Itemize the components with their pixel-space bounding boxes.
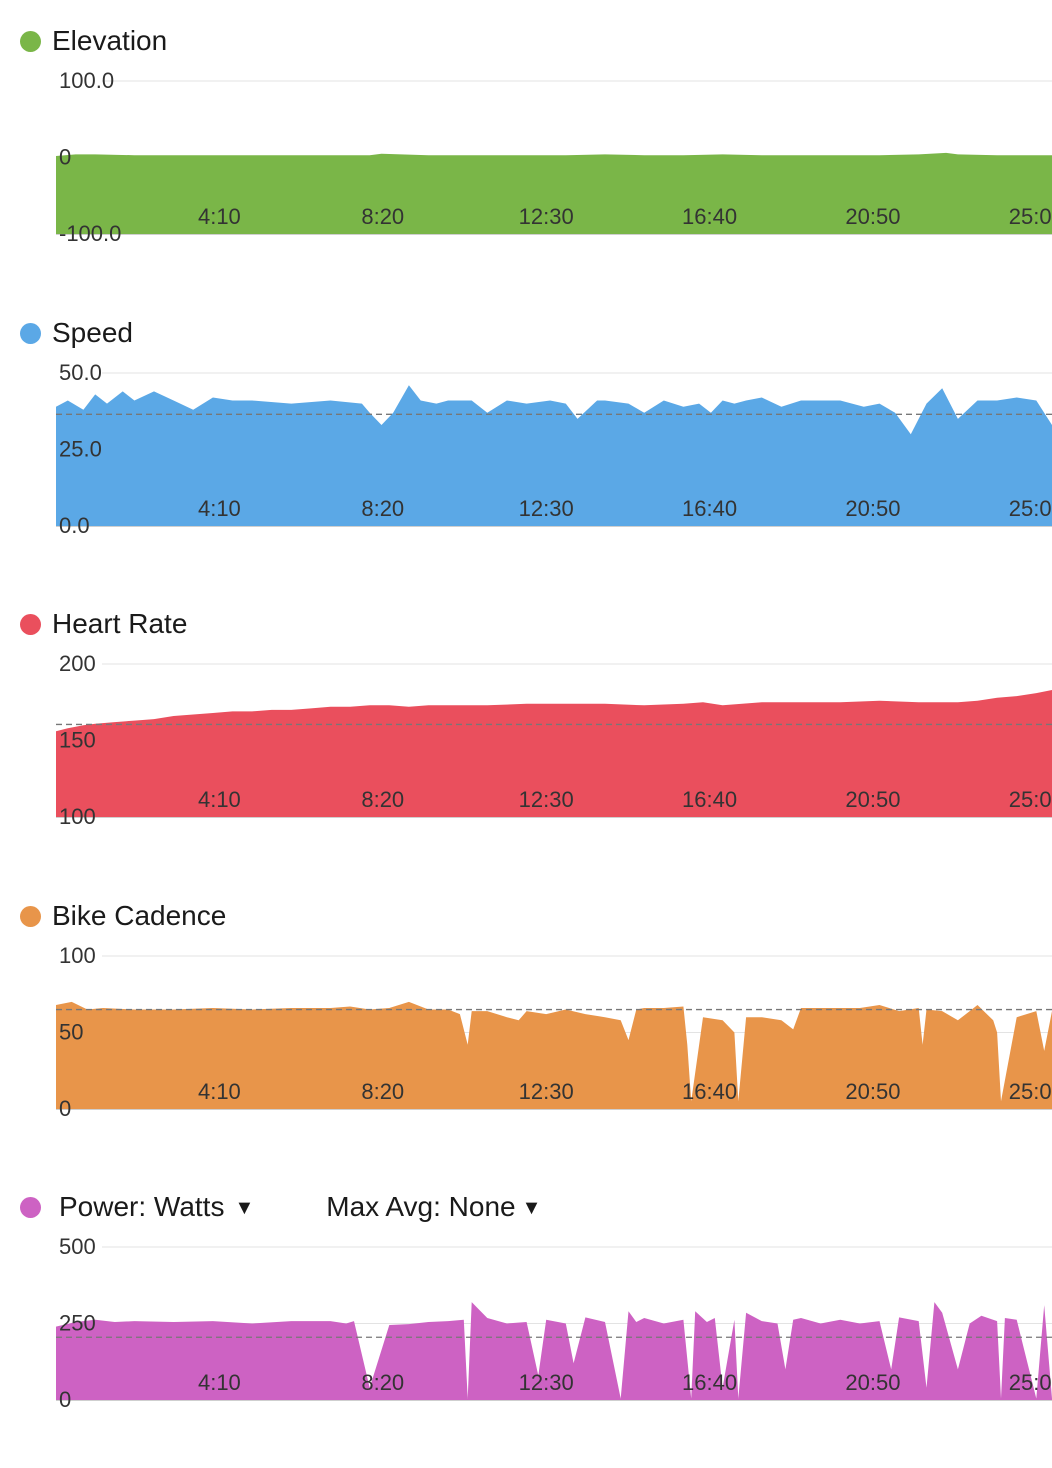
x-tick-label: 8:20: [361, 1079, 404, 1104]
speed-header: Speed: [20, 313, 133, 353]
bike-cadence-chart[interactable]: 100 50 0 4:10 8:20 12:30 16:40 20:50 25:00: [0, 937, 1052, 1117]
x-tick-label: 20:50: [845, 787, 900, 812]
bike-cadence-legend-dot: [20, 905, 41, 927]
y-tick-label: 25.0: [59, 437, 102, 462]
x-tick-label: 4:10: [198, 1079, 241, 1104]
y-tick-label: 0: [59, 145, 71, 170]
x-tick-label: 4:10: [198, 1370, 241, 1395]
y-tick-label: 150: [59, 728, 96, 753]
power-panel: Power: Watts ▼ Max Avg: None ▼: [0, 1187, 1052, 1417]
elevation-title: Elevation: [52, 25, 168, 56]
x-tick-label: 16:40: [682, 787, 737, 812]
x-tick-label: 12:30: [519, 1370, 574, 1395]
series-area: [56, 1001, 1052, 1109]
x-tick-label: 25:00: [1009, 787, 1052, 812]
heart-rate-legend-dot: [20, 613, 41, 635]
bike-cadence-header: Bike Cadence: [20, 896, 226, 936]
x-tick-label: 12:30: [519, 204, 574, 229]
x-tick-label: 8:20: [361, 204, 404, 229]
x-tick-label: 25:00: [1009, 496, 1052, 521]
power-metric-dropdown[interactable]: Power: Watts ▼: [59, 1191, 254, 1223]
x-tick-label: 12:30: [519, 496, 574, 521]
power-header: Power: Watts ▼ Max Avg: None ▼: [20, 1187, 541, 1227]
x-tick-label: 12:30: [519, 1079, 574, 1104]
heart-rate-header: Heart Rate: [20, 604, 187, 644]
y-tick-label: 100: [59, 943, 96, 968]
y-tick-label: 100.0: [59, 68, 114, 93]
y-tick-label: -100.0: [59, 221, 121, 242]
y-tick-label: 50: [59, 1020, 83, 1045]
speed-title: Speed: [52, 317, 133, 348]
elevation-header: Elevation: [20, 21, 167, 61]
y-tick-label: 100: [59, 804, 96, 825]
speed-legend-dot: [20, 322, 41, 344]
power-chart[interactable]: 500 250 0 4:10 8:20 12:30 16:40 20:50 25:00: [0, 1228, 1052, 1408]
y-tick-label: 0: [59, 1096, 71, 1117]
chevron-down-icon: ▼: [234, 1197, 255, 1219]
power-metric-label: Power: Watts: [59, 1191, 225, 1222]
elevation-chart[interactable]: 100.0 0 -100.0 4:10 8:20 12:30 16:40 20:50 25:00: [0, 62, 1052, 242]
elevation-legend-dot: [20, 30, 41, 52]
x-tick-label: 4:10: [198, 787, 241, 812]
heart-rate-title: Heart Rate: [52, 608, 188, 639]
x-tick-label: 25:00: [1009, 1079, 1052, 1104]
x-tick-label: 16:40: [682, 204, 737, 229]
x-tick-label: 25:00: [1009, 1370, 1052, 1395]
x-tick-label: 16:40: [682, 496, 737, 521]
x-tick-label: 20:50: [845, 1370, 900, 1395]
heart-rate-chart[interactable]: 200 150 100 4:10 8:20 12:30 16:40 20:50 25:00: [0, 645, 1052, 825]
x-tick-label: 8:20: [361, 496, 404, 521]
x-tick-label: 20:50: [845, 1079, 900, 1104]
y-tick-label: 0: [59, 1387, 71, 1408]
x-tick-label: 16:40: [682, 1370, 737, 1395]
speed-panel: Speed: [0, 313, 1052, 543]
x-tick-label: 16:40: [682, 1079, 737, 1104]
power-legend-dot: [20, 1196, 41, 1218]
elevation-panel: Elevation: [0, 21, 1052, 251]
x-tick-label: 8:20: [361, 787, 404, 812]
series-area: [56, 385, 1052, 526]
x-tick-label: 20:50: [845, 496, 900, 521]
y-tick-label: 200: [59, 651, 96, 676]
y-tick-label: 50.0: [59, 360, 102, 385]
x-tick-label: 8:20: [361, 1370, 404, 1395]
bike-cadence-panel: Bike Cadence: [0, 896, 1052, 1126]
chevron-down-icon: ▼: [521, 1197, 542, 1219]
x-tick-label: 4:10: [198, 204, 241, 229]
bike-cadence-title: Bike Cadence: [52, 900, 227, 931]
heart-rate-panel: Heart Rate: [0, 604, 1052, 834]
series-area: [56, 690, 1052, 817]
series-area: [56, 1302, 1052, 1400]
y-tick-label: 500: [59, 1234, 96, 1259]
series-area: [56, 152, 1052, 234]
speed-chart[interactable]: 50.0 25.0 0.0 4:10 8:20 12:30 16:40 20:50 25:00: [0, 354, 1052, 534]
y-tick-label: 250: [59, 1311, 96, 1336]
x-tick-label: 12:30: [519, 787, 574, 812]
x-tick-label: 20:50: [845, 204, 900, 229]
x-tick-label: 4:10: [198, 496, 241, 521]
max-avg-label: Max Avg: None: [326, 1191, 516, 1222]
x-tick-label: 25:00: [1009, 204, 1052, 229]
y-tick-label: 0.0: [59, 513, 90, 534]
max-avg-dropdown[interactable]: Max Avg: None ▼: [326, 1191, 541, 1223]
